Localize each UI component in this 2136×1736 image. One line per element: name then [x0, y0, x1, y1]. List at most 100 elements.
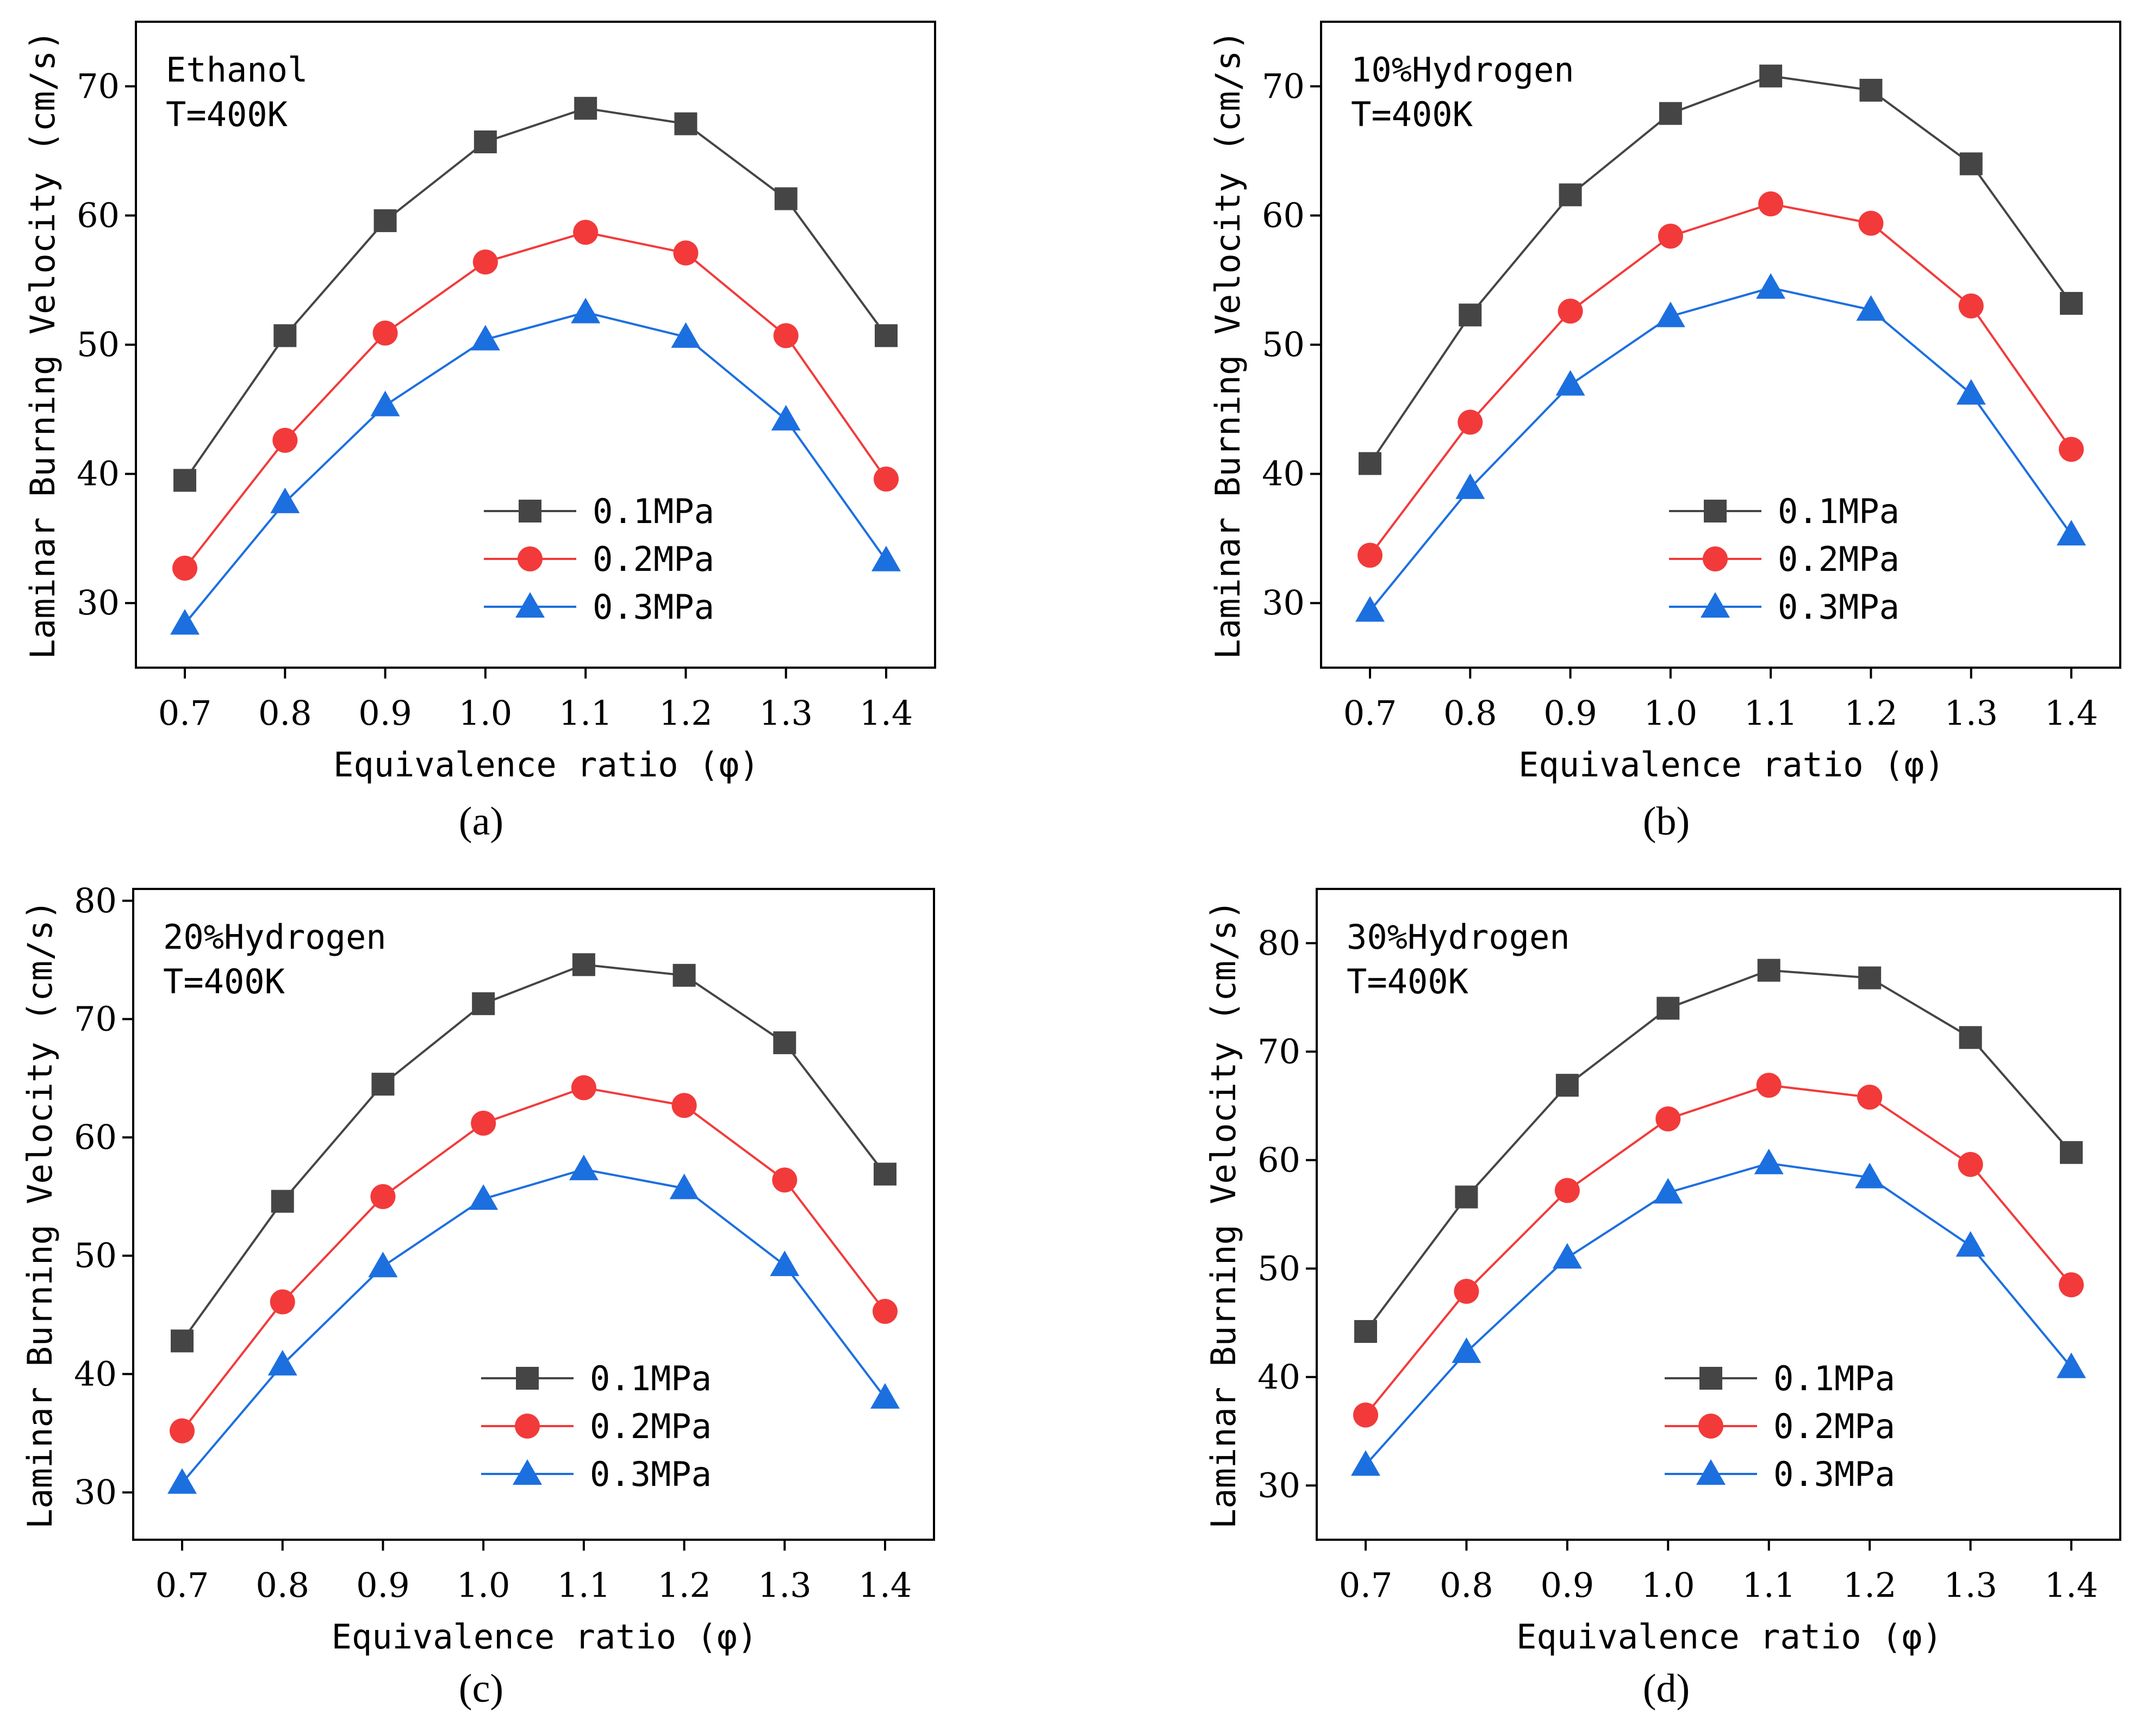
- data-point: [170, 609, 200, 635]
- y-axis-title: Laminar Burning Velocity (cm/s): [1208, 30, 1248, 659]
- data-point: [672, 963, 696, 987]
- legend: 0.1MPa 0.2MPa 0.3MPa: [1665, 1359, 1895, 1494]
- data-point: [167, 1468, 197, 1494]
- data-point: [1558, 298, 1583, 324]
- data-point: [1452, 1337, 1481, 1363]
- legend-label: 0.3MPa: [1778, 587, 1900, 627]
- data-point: [1959, 1026, 1982, 1049]
- y-tick-label: 80: [1257, 923, 1300, 963]
- data-point: [871, 545, 901, 571]
- data-point: [774, 187, 798, 210]
- data-point: [173, 469, 196, 492]
- data-point: [1958, 293, 1984, 319]
- legend-marker: [513, 1459, 542, 1485]
- x-tick-label: 1.4: [2045, 693, 2098, 733]
- legend-marker: [518, 546, 543, 571]
- x-tick-label: 0.9: [358, 693, 412, 733]
- legend-marker: [1704, 500, 1727, 522]
- y-tick-label: 40: [1262, 454, 1305, 494]
- y-axis-title: Laminar Burning Velocity (cm/s): [23, 30, 63, 659]
- y-tick-label: 50: [77, 325, 120, 364]
- series-0.1MPa: [171, 953, 896, 1353]
- legend-label: 0.2MPa: [593, 539, 714, 579]
- data-point: [870, 1383, 900, 1409]
- x-axis-title: Equivalence ratio (φ): [332, 1617, 758, 1657]
- data-point: [2057, 1352, 2086, 1378]
- data-point: [2057, 520, 2086, 546]
- series-0.2MPa: [1353, 1073, 2084, 1428]
- data-point: [571, 1075, 596, 1100]
- data-point: [469, 1184, 499, 1210]
- data-point: [1757, 959, 1780, 982]
- x-tick-label: 0.7: [1339, 1565, 1393, 1605]
- x-tick-label: 0.8: [258, 693, 312, 733]
- panel-annotation: T=400K: [1351, 95, 1473, 134]
- y-tick-label: 30: [1262, 583, 1305, 623]
- series-line: [1365, 969, 2072, 1333]
- x-tick-label: 1.4: [2045, 1565, 2098, 1605]
- x-tick-label: 1.2: [1843, 1565, 1897, 1605]
- data-point: [669, 1173, 699, 1199]
- data-point: [1455, 1185, 1478, 1209]
- series-0.1MPa: [1359, 64, 2083, 475]
- data-point: [572, 953, 595, 976]
- x-tick-label: 1.4: [858, 1565, 912, 1605]
- chart-panel-3: 30 40 50 60 70 80 0.7 0.8 0.9 1.0 1.1 1.2 1.3 1.4 Equi…: [20, 881, 935, 1711]
- data-point: [470, 325, 500, 351]
- legend-label: 0.2MPa: [1778, 539, 1900, 579]
- legend-marker: [1698, 1414, 1723, 1439]
- series-line: [1365, 1162, 2072, 1466]
- data-point: [573, 220, 599, 245]
- plot-frame: [132, 888, 935, 1541]
- data-point: [1958, 1152, 1983, 1177]
- data-point: [1354, 1320, 1377, 1343]
- legend-marker: [1701, 592, 1730, 618]
- panel-annotation: Ethanol: [166, 50, 308, 90]
- data-point: [874, 1162, 896, 1186]
- x-tick-label: 1.4: [860, 693, 913, 733]
- data-point: [1455, 473, 1485, 499]
- data-point: [1359, 452, 1381, 475]
- data-point: [373, 209, 397, 232]
- x-tick-label: 0.7: [158, 693, 212, 733]
- data-point: [1756, 1073, 1782, 1098]
- x-tick-label: 1.1: [559, 693, 613, 733]
- data-point: [1459, 303, 1482, 327]
- series-0.2MPa: [1357, 191, 2084, 568]
- data-point: [1858, 966, 1882, 990]
- data-point: [1756, 273, 1786, 299]
- data-point: [371, 1073, 395, 1096]
- data-point: [2060, 291, 2083, 315]
- legend-label: 0.1MPa: [1773, 1359, 1895, 1398]
- data-point: [771, 405, 801, 431]
- data-point: [1657, 997, 1680, 1020]
- series-0.2MPa: [170, 1075, 898, 1443]
- data-point: [671, 1093, 697, 1118]
- y-tick-label: 60: [74, 1117, 117, 1157]
- data-point: [1659, 102, 1682, 125]
- legend-label: 0.3MPa: [590, 1454, 712, 1494]
- data-point: [273, 324, 297, 347]
- y-tick-label: 80: [74, 881, 117, 920]
- x-tick-label: 1.0: [457, 1565, 510, 1605]
- series-line: [1365, 1084, 2072, 1416]
- data-point: [1653, 1178, 1683, 1204]
- x-tick-label: 1.2: [1844, 693, 1898, 733]
- data-point: [170, 1418, 195, 1443]
- data-point: [2059, 437, 2084, 462]
- x-tick-label: 1.3: [1944, 1565, 1997, 1605]
- data-point: [1856, 295, 1886, 321]
- y-tick-label: 70: [74, 999, 117, 1038]
- y-tick-label: 50: [1257, 1248, 1300, 1288]
- data-point: [770, 1250, 800, 1277]
- data-point: [1458, 409, 1483, 435]
- plot-frame: [1316, 888, 2121, 1541]
- series-line: [1369, 287, 2072, 612]
- legend-label: 0.3MPa: [593, 587, 714, 627]
- y-tick-label: 60: [1257, 1140, 1300, 1180]
- series-line: [184, 311, 887, 625]
- legend-marker: [1703, 546, 1728, 571]
- data-point: [1658, 223, 1683, 249]
- data-point: [569, 1154, 599, 1180]
- data-point: [370, 390, 400, 416]
